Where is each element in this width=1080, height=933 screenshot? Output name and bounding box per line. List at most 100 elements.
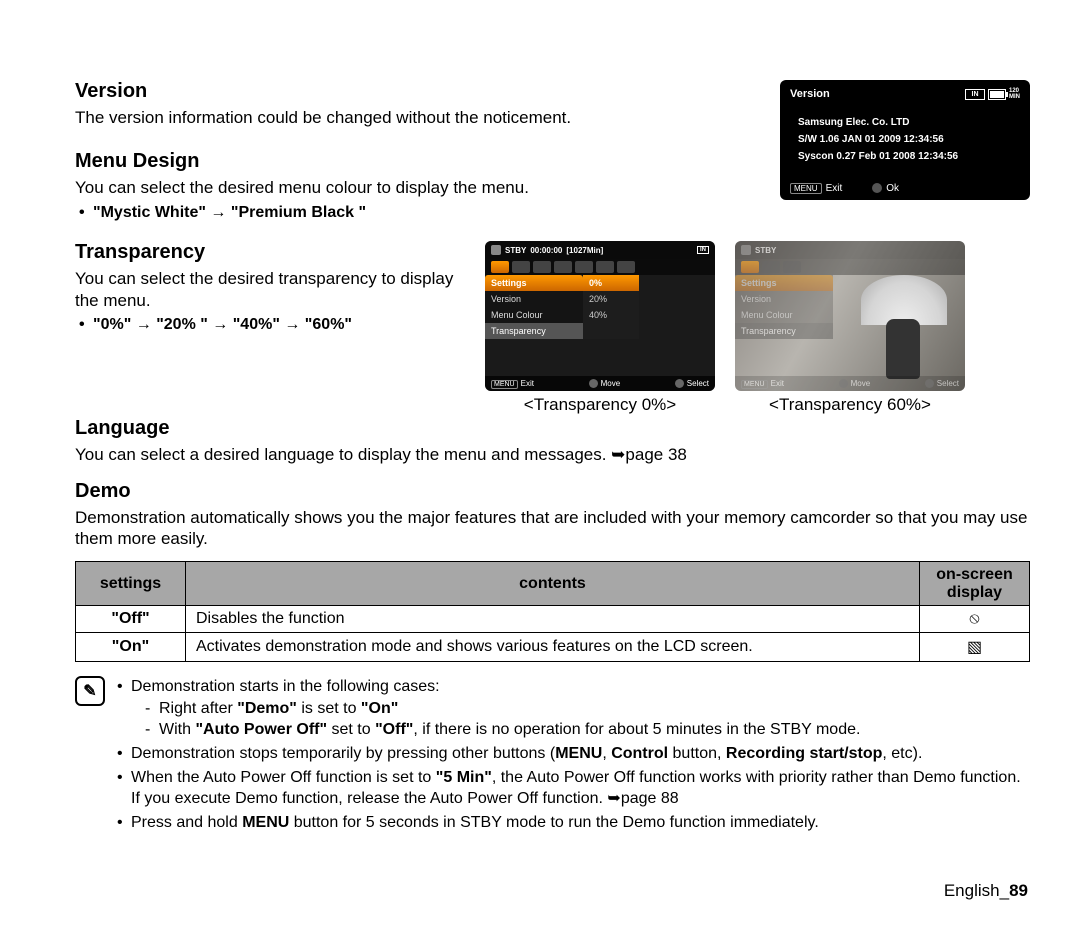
mode-icon [491, 245, 501, 255]
note-subitem: Right after "Demo" is set to "On" [131, 698, 1030, 720]
setting-cell: "Off" [76, 606, 186, 633]
version-lcd-bottombar: MENUExit Ok [790, 183, 1020, 194]
transparency-heading: Transparency [75, 241, 465, 264]
mode-tab-icon [762, 261, 780, 273]
menu-item: Menu Colour [735, 307, 833, 323]
transparency-0-lcd: STBY 00:00:00 [1027Min] IN Settings Vers… [485, 241, 715, 391]
footer-lang: English [944, 881, 1000, 900]
version-heading: Version [75, 80, 760, 103]
mode-tab-icon [617, 261, 635, 273]
demo-body: Demonstration automatically shows you th… [75, 507, 1030, 550]
menu-item: Version [485, 291, 583, 307]
mode-tab-icon [554, 261, 572, 273]
move-label: Move [589, 379, 621, 388]
transparency-0-figure: STBY 00:00:00 [1027Min] IN Settings Vers… [485, 241, 715, 415]
submenu-item: 20% [583, 291, 639, 307]
table-header: on-screen display [920, 562, 1030, 606]
version-info-line: S/W 1.06 JAN 01 2009 12:34:56 [798, 131, 1020, 148]
battery-icon [988, 89, 1006, 100]
table-row: "Off" Disables the function ⦸ [76, 606, 1030, 633]
menu-item-selected: Transparency [485, 323, 583, 339]
menu-header: Settings [735, 275, 833, 291]
mode-tab-icon [783, 261, 801, 273]
version-lcd: Version IN 120MIN Samsung Elec. Co. LTD … [780, 80, 1030, 200]
lcd-mode-row [735, 259, 965, 275]
submenu-item: 0% [583, 275, 639, 291]
timecode: 00:00:00 [530, 246, 562, 255]
lcd-menu-area: Settings Version Menu Colour Transparenc… [735, 275, 965, 339]
menu-header: Settings [485, 275, 583, 291]
min-label: 120MIN [1009, 88, 1020, 100]
menu-button-icon: MENU [790, 183, 822, 194]
transparency-body: You can select the desired transparency … [75, 268, 465, 311]
version-lcd-right-icons: IN 120MIN [965, 88, 1020, 100]
note-item: Demonstration starts in the following ca… [115, 676, 1030, 741]
demo-table: settings contents on-screen display "Off… [75, 561, 1030, 662]
nav-dot-icon [675, 379, 684, 388]
menu-design-bullet: "Mystic White" → "Premium Black " [75, 203, 760, 224]
lcd-topbar: STBY [735, 241, 965, 259]
nav-dot-icon [839, 379, 848, 388]
menu-design-heading: Menu Design [75, 150, 760, 173]
top-zone: Version The version information could be… [75, 80, 1030, 223]
note-subitem: With "Auto Power Off" set to "Off", if t… [131, 719, 1030, 741]
content-cell: Activates demonstration mode and shows v… [186, 633, 920, 662]
lcd-bottombar: MENUExit Move Select [735, 376, 965, 391]
transparency-row: Transparency You can select the desired … [75, 241, 1030, 415]
transparency-text: Transparency You can select the desired … [75, 241, 465, 335]
move-label: Move [839, 379, 871, 388]
table-header-row: settings contents on-screen display [76, 562, 1030, 606]
exit-label: MENUExit [741, 379, 784, 388]
version-body: The version information could be changed… [75, 107, 760, 128]
lcd-topbar: STBY 00:00:00 [1027Min] IN [485, 241, 715, 259]
submenu-item: 40% [583, 307, 639, 323]
right-column: Version IN 120MIN Samsung Elec. Co. LTD … [780, 80, 1030, 223]
mode-tab-icon [512, 261, 530, 273]
page-footer: English_89 [944, 881, 1028, 901]
mode-tab-icon [491, 261, 509, 273]
menu-item: Menu Colour [485, 307, 583, 323]
note-item: Press and hold MENU button for 5 seconds… [115, 812, 1030, 834]
osd-icon: ⦸ [920, 606, 1030, 633]
notes-list: Demonstration starts in the following ca… [115, 676, 1030, 835]
demo-heading: Demo [75, 480, 1030, 503]
ok-label: Ok [872, 183, 899, 194]
content-cell: Disables the function [186, 606, 920, 633]
lcd-bottombar: MENUExit Move Select [485, 376, 715, 391]
in-badge: IN [697, 246, 709, 254]
menu-item-selected: Transparency [735, 323, 833, 339]
left-column: Version The version information could be… [75, 80, 760, 223]
transparency-bullet: "0%" → "20% " → "40%" → "60%" [75, 315, 465, 336]
menu-design-body: You can select the desired menu colour t… [75, 177, 760, 198]
select-label: Select [925, 379, 959, 388]
lcd-mode-row [485, 259, 715, 275]
exit-label: MENUExit [491, 379, 534, 388]
version-info-line: Samsung Elec. Co. LTD [798, 114, 1020, 131]
osd-icon: ▧ [920, 633, 1030, 662]
table-row: "On" Activates demonstration mode and sh… [76, 633, 1030, 662]
mode-tab-icon [741, 261, 759, 273]
version-lcd-info: Samsung Elec. Co. LTD S/W 1.06 JAN 01 20… [798, 114, 1020, 165]
stby-label: STBY [505, 246, 526, 255]
menu-item: Version [735, 291, 833, 307]
lcd-menu-area: Settings Version Menu Colour Transparenc… [485, 275, 715, 339]
language-heading: Language [75, 417, 1030, 440]
version-lcd-topbar: Version IN 120MIN [790, 88, 1020, 100]
lcd-menu-column: Settings Version Menu Colour Transparenc… [735, 275, 833, 339]
mode-tab-icon [596, 261, 614, 273]
setting-cell: "On" [76, 633, 186, 662]
mode-tab-icon [533, 261, 551, 273]
exit-label: MENUExit [790, 183, 842, 194]
table-header: contents [186, 562, 920, 606]
nav-dot-icon [925, 379, 934, 388]
mode-icon [741, 245, 751, 255]
language-body: You can select a desired language to dis… [75, 444, 1030, 465]
version-lcd-title: Version [790, 88, 830, 100]
table-header: settings [76, 562, 186, 606]
nav-dot-icon [589, 379, 598, 388]
transparency-60-caption: <Transparency 60%> [735, 395, 965, 415]
transparency-60-figure: STBY Settings Version Menu Colour Transp… [735, 241, 965, 415]
lcd-submenu-column: 0% 20% 40% [583, 275, 639, 339]
transparency-60-lcd: STBY Settings Version Menu Colour Transp… [735, 241, 965, 391]
transparency-0-caption: <Transparency 0%> [485, 395, 715, 415]
